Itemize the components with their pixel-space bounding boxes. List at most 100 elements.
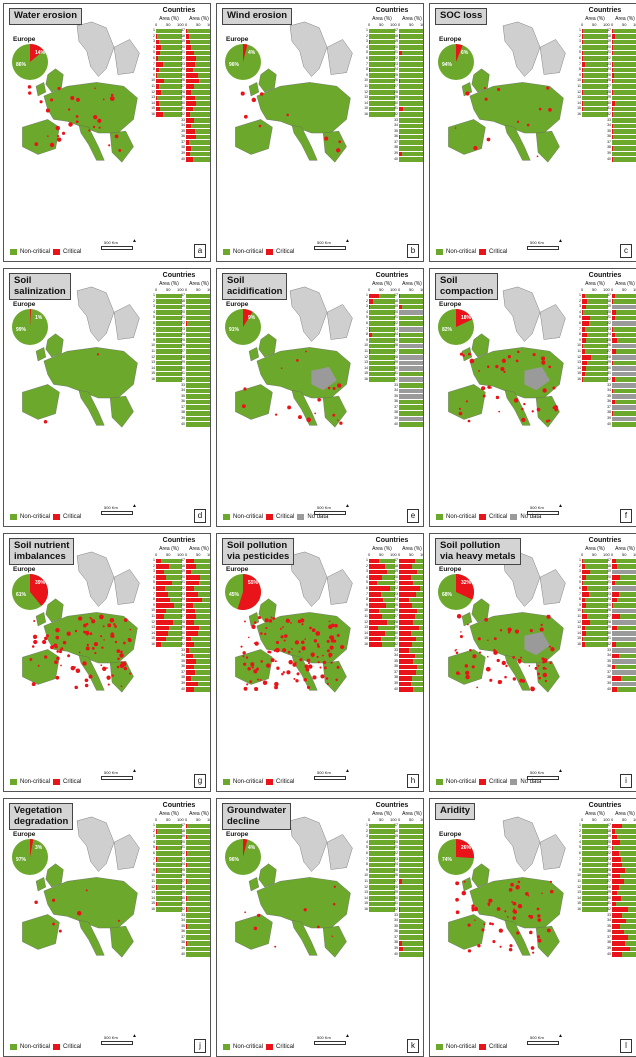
bar-noncritical: [612, 39, 636, 45]
country-code: 34: [181, 123, 185, 128]
bar-noncritical: [156, 631, 182, 636]
countries-title: Countries: [588, 7, 622, 14]
pie-noncritical-label: 97%: [16, 857, 27, 863]
pie-noncritical-label: 99%: [16, 327, 27, 333]
legend-label: Non-critical: [233, 514, 264, 520]
bar-critical: [399, 664, 418, 670]
bar-noncritical: [612, 410, 636, 416]
country-code: 38: [181, 410, 185, 415]
panel-letter: d: [194, 509, 206, 523]
legend-label: Non-critical: [446, 779, 477, 785]
country-code: 12: [364, 354, 368, 359]
critical-area-mark: [123, 641, 126, 645]
bar-critical: [156, 620, 173, 625]
critical-area-mark: [83, 623, 87, 628]
country-bar: 6: [579, 586, 608, 592]
legend-swatch: [53, 1044, 61, 1050]
country-code: 23: [394, 61, 398, 66]
country-code: 18: [181, 298, 185, 303]
bar-critical: [399, 151, 402, 157]
country-bar: 4: [153, 310, 182, 316]
legend-swatch: [479, 514, 487, 520]
bar-noncritical: [612, 112, 636, 117]
country-code: 23: [607, 591, 611, 596]
bar-noncritical: [612, 575, 636, 580]
critical-area-mark: [339, 421, 343, 425]
bar-critical: [582, 315, 590, 321]
map-legend: Non-critical Critical No data: [223, 514, 328, 520]
country-bar: 36: [181, 134, 210, 140]
critical-area-mark: [312, 675, 317, 680]
bar-critical: [186, 569, 192, 575]
countries-title: Countries: [375, 272, 409, 279]
bar-noncritical: [156, 39, 182, 45]
country-code: 38: [181, 145, 185, 150]
country-code: 11: [151, 348, 155, 353]
country-bars-left: 1 2 3 4 5 6 7 8 9 10 11 12 13 14 15 16: [364, 28, 395, 118]
panel-letter: f: [620, 509, 632, 523]
bar-noncritical: [186, 603, 210, 608]
area-tick-label: 50: [409, 817, 414, 822]
country-code: 2: [366, 298, 368, 303]
scale-label: 500 Km: [317, 505, 331, 510]
critical-area-mark: [100, 664, 103, 667]
bar-critical: [399, 608, 418, 614]
area-tick-label: 50: [379, 552, 384, 557]
critical-area-mark: [541, 892, 543, 895]
country-bar: 24: [181, 332, 210, 338]
bar-critical: [582, 101, 584, 106]
critical-area-mark: [458, 411, 463, 416]
country-code: 20: [394, 44, 398, 49]
area-tick-label: 100: [207, 22, 210, 27]
country-bar: 20: [394, 310, 423, 316]
area-tick-label: 50: [166, 817, 171, 822]
country-code: 28: [394, 354, 398, 359]
critical-area-mark: [58, 929, 62, 933]
country-bar: 18: [607, 34, 636, 40]
country-code: 9: [366, 602, 368, 607]
pie-noncritical-label: 94%: [442, 62, 453, 68]
bar-critical: [612, 39, 613, 45]
map-legend: Non-critical Critical: [10, 779, 81, 785]
country-bar: 1: [579, 28, 608, 34]
map-legend: Non-critical Critical: [223, 249, 294, 255]
countries-title: Countries: [162, 537, 196, 544]
country-bar: 27: [181, 349, 210, 355]
country-code: 5: [366, 50, 368, 55]
bar-noncritical: [582, 299, 608, 304]
bar-critical: [186, 608, 196, 614]
country-code: 6: [366, 320, 368, 325]
country-bar: 7: [579, 592, 608, 598]
country-code: 12: [151, 89, 155, 94]
country-bar: 20: [607, 575, 636, 581]
countries-title: Countries: [375, 537, 409, 544]
country-bar: 3: [366, 304, 395, 310]
bar-noncritical: [369, 327, 395, 332]
critical-area-mark: [260, 632, 263, 635]
bar-noncritical: [582, 608, 608, 614]
land-region: [326, 39, 353, 75]
country-bars-right: 17 18 19 20 21 22 23 24 25 26 27 28 29 30 31 32 33 34 35 36…: [607, 293, 636, 427]
country-bar: 23: [181, 62, 210, 68]
critical-area-mark: [34, 142, 39, 147]
country-code: 35: [607, 658, 611, 663]
country-bar: 8: [153, 67, 182, 73]
country-bar: 39: [607, 416, 636, 422]
country-code: 27: [607, 83, 611, 88]
critical-area-mark: [241, 404, 246, 409]
bar-noncritical: [582, 349, 608, 355]
bar-critical: [612, 924, 620, 929]
bar-noncritical: [156, 95, 182, 101]
area-tick-label: 100: [633, 287, 636, 292]
bar-noncritical: [399, 39, 423, 45]
legend-swatch: [10, 249, 17, 255]
country-code: 11: [577, 83, 581, 88]
critical-area-mark: [544, 679, 548, 683]
country-code: 8: [579, 332, 581, 337]
country-bar: 19: [181, 569, 210, 575]
country-code: 38: [607, 410, 611, 415]
bar-noncritical: [399, 129, 423, 134]
bar-critical: [369, 564, 385, 569]
bar-noncritical: [399, 845, 423, 851]
country-bar: 32: [607, 112, 636, 118]
